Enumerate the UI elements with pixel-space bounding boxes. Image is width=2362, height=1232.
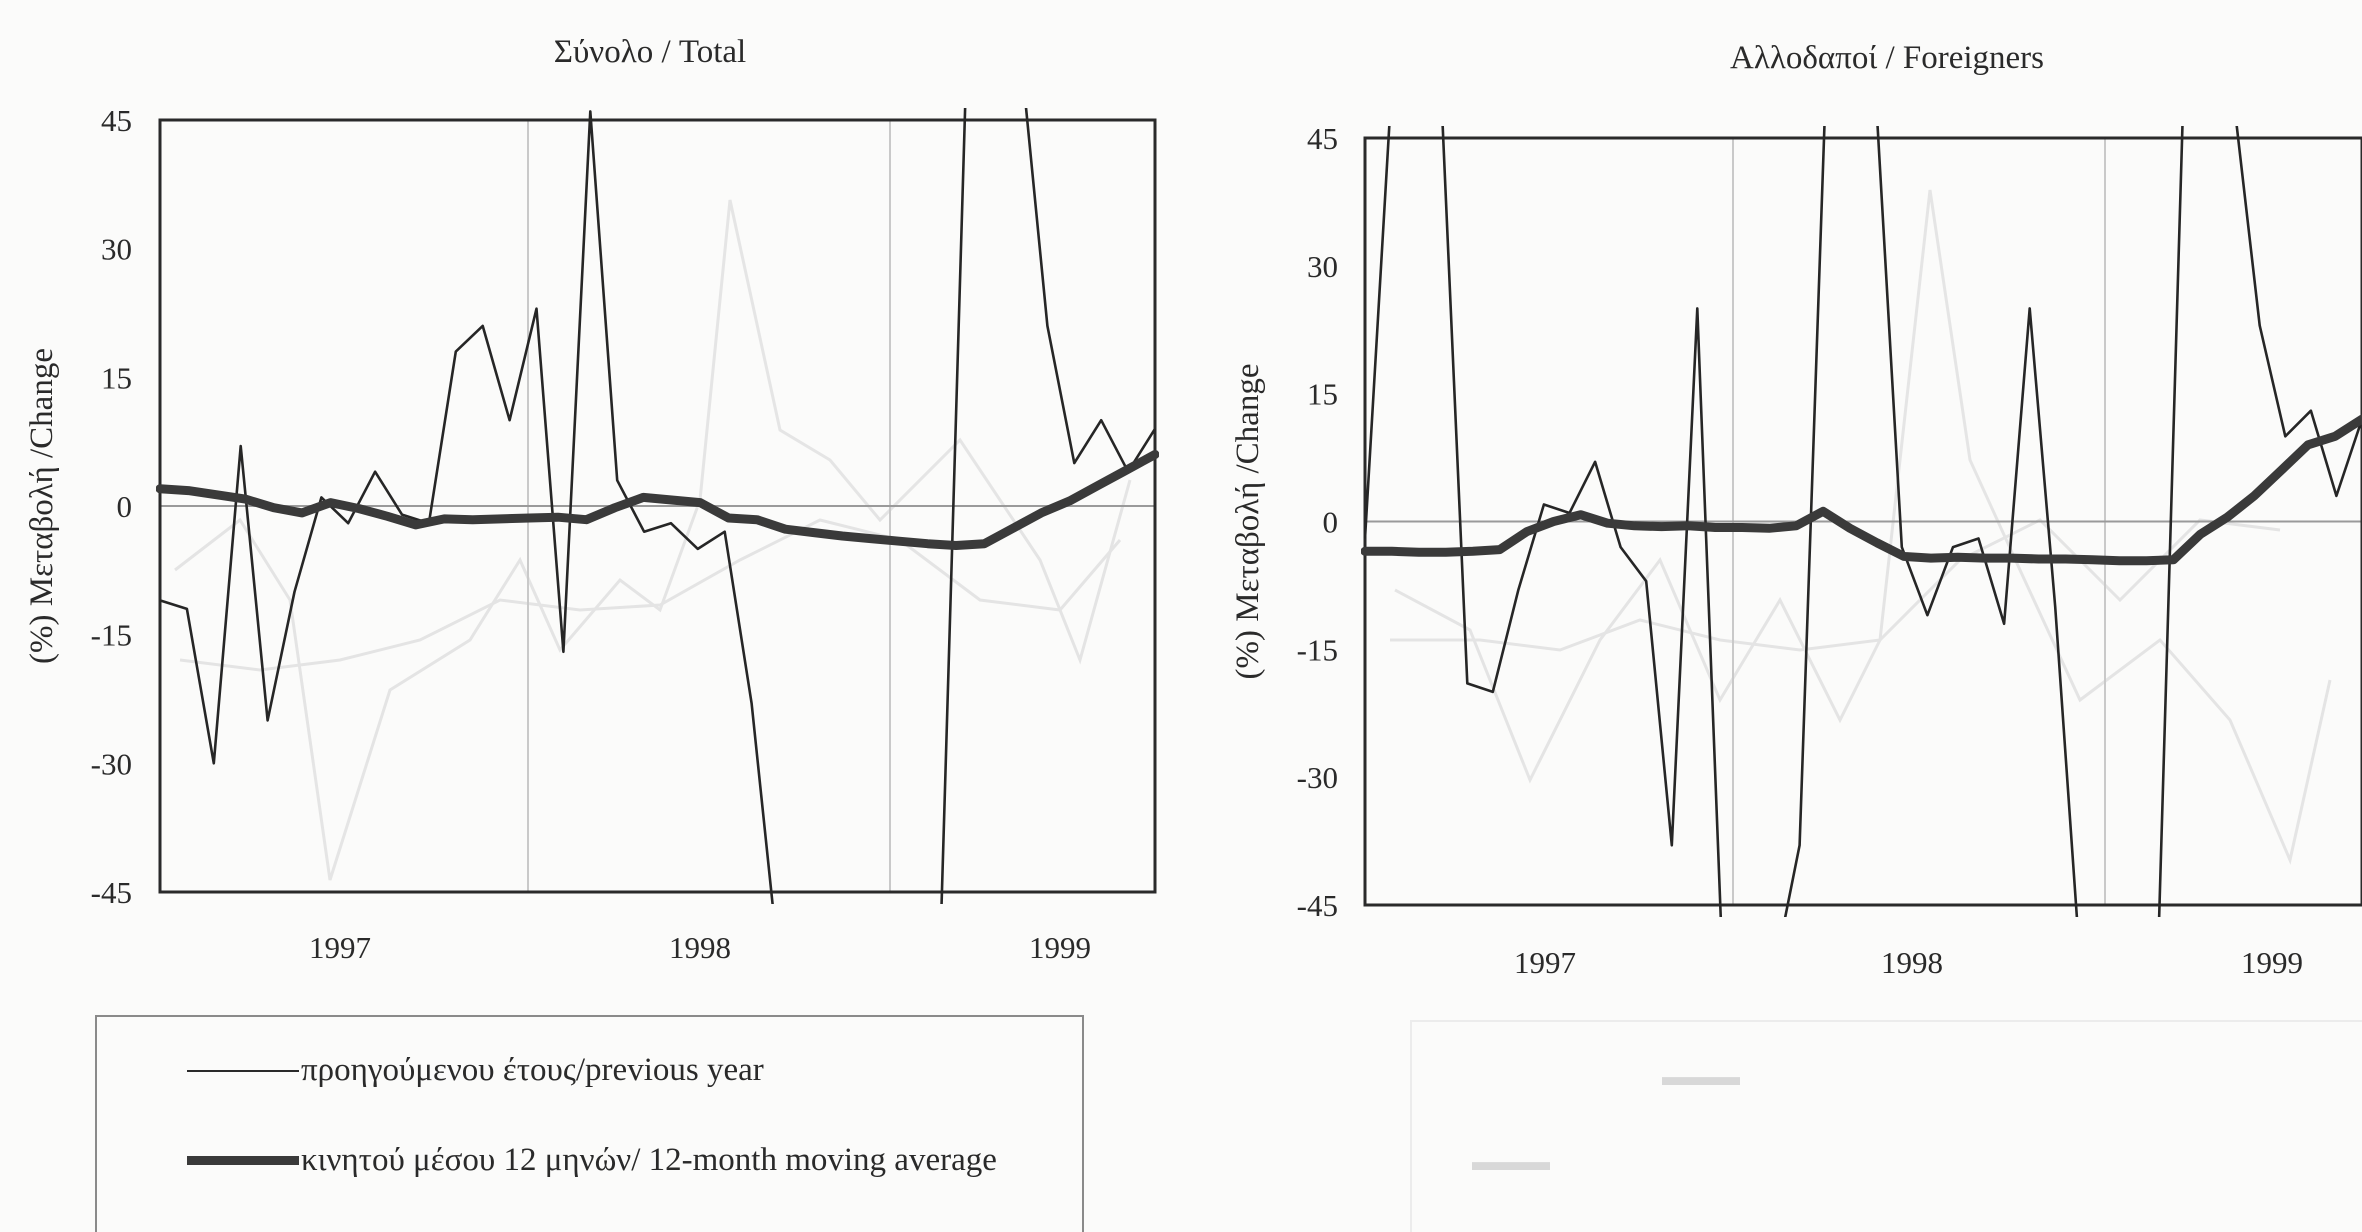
x-tick-1998: 1998 <box>1881 945 1943 980</box>
chart-foreigners: 45 30 15 0 -15 -30 -45 1997 1998 1999 Αλλοδαποί / … <box>1230 40 2362 980</box>
x-tick-1999: 1999 <box>2241 945 2303 980</box>
y-tick-label: -15 <box>1297 632 1338 667</box>
y-tick-label: -15 <box>91 618 132 653</box>
x-tick-1997: 1997 <box>309 930 371 965</box>
legend-label-previous-year: προηγούμενου έτους/previous year <box>301 1052 764 1088</box>
series-line-previous-year <box>1363 126 2362 917</box>
x-tick-1998: 1998 <box>669 930 731 965</box>
legend-swatch-thick <box>187 1156 299 1165</box>
y-tick-label: 0 <box>1323 505 1339 540</box>
legend-label-moving-average: κινητού μέσου 12 μηνών/ 12-month moving … <box>301 1142 997 1178</box>
y-axis-label: (%) Μεταβολή /Change <box>24 348 60 664</box>
x-tick-1999: 1999 <box>1029 930 1091 965</box>
legend-show-through-decoration: ▬▬▬ ▬▬▬ <box>1410 1020 2362 1232</box>
series-group <box>156 108 1159 904</box>
y-tick-label: 30 <box>1307 249 1338 284</box>
legend-swatch-thin <box>187 1069 299 1072</box>
legend-item-previous-year: προηγούμενου έτους/previous year <box>187 1052 764 1089</box>
y-axis-label: (%) Μεταβολή /Change <box>1230 364 1266 680</box>
legend-ghost-line-2: ▬▬▬ <box>1472 1147 1550 1176</box>
plot-frame <box>158 118 1157 894</box>
legend: προηγούμενου έτους/previous year κινητού… <box>95 1015 1084 1232</box>
chart-title: Αλλοδαποί / Foreigners <box>1730 40 2044 76</box>
y-tick-label: -45 <box>1297 888 1338 923</box>
series-line-moving-average <box>1361 414 2362 566</box>
series-group <box>1361 126 2362 917</box>
chart-total: 45 30 15 0 -15 -30 -45 1997 1998 1999 Σύνολο / Tot… <box>24 34 1159 965</box>
series-line-moving-average <box>156 450 1159 550</box>
y-tick-label: -45 <box>91 875 132 910</box>
legend-item-moving-average: κινητού μέσου 12 μηνών/ 12-month moving … <box>187 1142 997 1179</box>
y-tick-label: -30 <box>91 746 132 781</box>
y-tick-label: 15 <box>1307 377 1338 412</box>
y-tick-label: -30 <box>1297 760 1338 795</box>
y-tick-label: 30 <box>101 232 132 267</box>
y-tick-label: 0 <box>117 489 133 524</box>
y-tick-label: 45 <box>1307 121 1338 156</box>
show-through-decoration <box>174 189 2332 881</box>
y-tick-label: 15 <box>101 360 132 395</box>
y-tick-label: 45 <box>101 103 132 138</box>
x-tick-1997: 1997 <box>1514 945 1576 980</box>
chart-title: Σύνολο / Total <box>554 34 746 70</box>
legend-ghost-line-1: ▬▬▬ <box>1662 1062 1740 1091</box>
